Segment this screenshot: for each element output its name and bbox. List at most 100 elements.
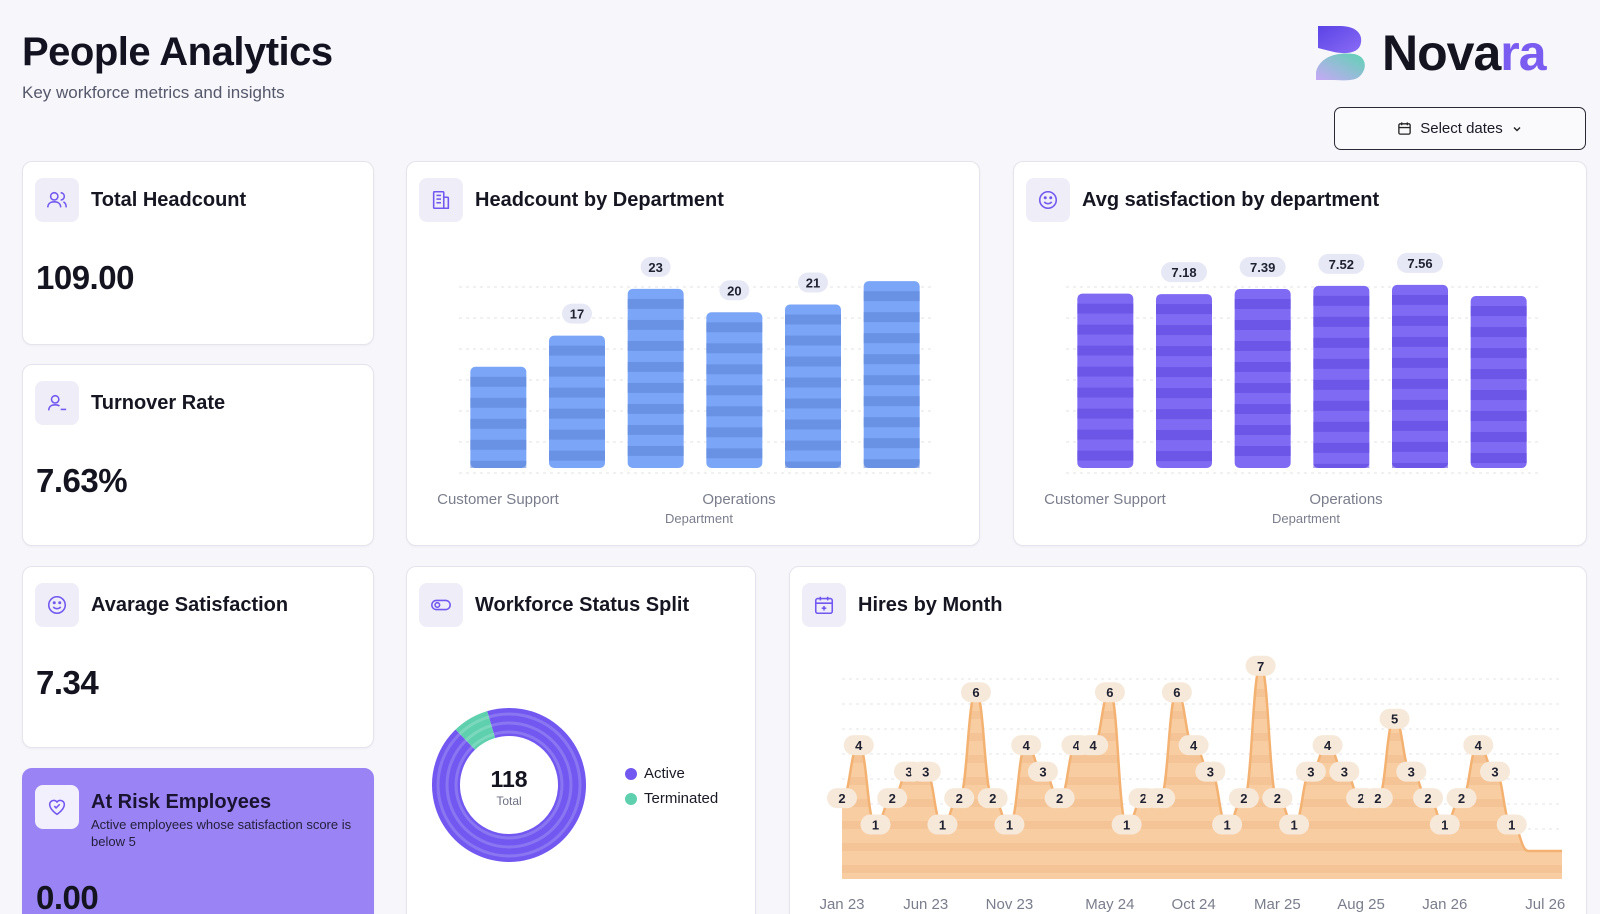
at-risk-employees-card: At Risk Employees Active employees whose… bbox=[22, 768, 374, 914]
data-label: 7 bbox=[1245, 655, 1276, 676]
data-label: 7.56 bbox=[1397, 252, 1443, 273]
card-title: Total Headcount bbox=[91, 189, 247, 211]
satisfaction-by-department-card: Avg satisfaction by department 7.18 7.39 7… bbox=[1013, 161, 1587, 546]
data-label: 3 bbox=[1027, 761, 1058, 782]
svg-text:3: 3 bbox=[1341, 765, 1348, 780]
headcount-bar-chart: 17 23 20 21 Customer Support Operations Dep… bbox=[437, 256, 931, 526]
select-dates-label: Select dates bbox=[1420, 120, 1503, 137]
data-label: 6 bbox=[1094, 682, 1125, 703]
svg-text:2: 2 bbox=[889, 791, 896, 806]
svg-text:3: 3 bbox=[1207, 765, 1214, 780]
svg-text:1: 1 bbox=[1223, 818, 1230, 833]
data-label: 3 bbox=[1396, 761, 1427, 782]
data-label: 23 bbox=[640, 256, 671, 277]
x-tick-label: Jun 23 bbox=[903, 896, 948, 913]
bar[interactable] bbox=[470, 366, 527, 468]
bar[interactable] bbox=[627, 288, 684, 468]
svg-text:1: 1 bbox=[1123, 818, 1130, 833]
data-label: 1 bbox=[860, 814, 891, 835]
data-label: 20 bbox=[719, 280, 750, 301]
users-icon bbox=[35, 178, 79, 222]
svg-text:4: 4 bbox=[1090, 738, 1098, 753]
data-label: 2 bbox=[944, 788, 975, 809]
x-tick-label: Nov 23 bbox=[986, 896, 1034, 913]
area-stripe bbox=[842, 865, 1562, 873]
data-label: 7.18 bbox=[1161, 262, 1207, 283]
turnover-rate-value: 7.63% bbox=[36, 462, 128, 499]
donut-slice-active[interactable] bbox=[432, 708, 586, 862]
x-tick-label: Operations bbox=[1309, 491, 1382, 508]
svg-text:2: 2 bbox=[1157, 791, 1164, 806]
data-label: 5 bbox=[1379, 708, 1410, 729]
calendar-plus-icon bbox=[802, 583, 846, 627]
svg-text:2: 2 bbox=[1240, 791, 1247, 806]
svg-text:21: 21 bbox=[806, 276, 820, 291]
average-satisfaction-card: Avarage Satisfaction 7.34 bbox=[22, 566, 374, 748]
svg-text:1: 1 bbox=[872, 818, 879, 833]
svg-text:7: 7 bbox=[1257, 659, 1264, 674]
data-label: 1 bbox=[1496, 814, 1527, 835]
data-label: 2 bbox=[877, 788, 908, 809]
area-stripe bbox=[842, 843, 1562, 851]
headcount-by-department-card: Headcount by Department 17 23 20 21 Custome… bbox=[406, 161, 980, 546]
data-label: 2 bbox=[1413, 788, 1444, 809]
chart-legend: Active Terminated bbox=[625, 761, 718, 811]
data-label: 2 bbox=[827, 788, 857, 809]
svg-text:2: 2 bbox=[1056, 791, 1063, 806]
x-tick-label: Customer Support bbox=[437, 491, 560, 508]
x-tick-label: Jan 26 bbox=[1422, 896, 1467, 913]
data-label: 2 bbox=[1044, 788, 1075, 809]
heart-icon bbox=[35, 785, 79, 829]
svg-text:4: 4 bbox=[1023, 738, 1031, 753]
legend-item-terminated[interactable]: Terminated bbox=[625, 786, 718, 811]
svg-text:20: 20 bbox=[727, 283, 741, 298]
svg-text:2: 2 bbox=[1458, 791, 1465, 806]
page-title: People Analytics bbox=[22, 30, 333, 74]
svg-text:4: 4 bbox=[1475, 738, 1483, 753]
svg-text:4: 4 bbox=[855, 738, 863, 753]
bar[interactable] bbox=[785, 304, 841, 469]
bar[interactable] bbox=[863, 281, 920, 468]
bar[interactable] bbox=[1234, 288, 1291, 468]
bar[interactable] bbox=[1156, 294, 1212, 468]
data-label: 1 bbox=[1279, 814, 1310, 835]
data-label: 1 bbox=[1429, 814, 1460, 835]
at-risk-value: 0.00 bbox=[36, 879, 99, 914]
bar[interactable] bbox=[1077, 293, 1134, 468]
svg-text:1: 1 bbox=[1441, 818, 1448, 833]
area-stripe bbox=[842, 799, 1562, 807]
card-title: Headcount by Department bbox=[475, 189, 724, 211]
data-label: 2 bbox=[1446, 788, 1477, 809]
donut-slice-terminated[interactable] bbox=[455, 711, 496, 751]
svg-text:7.52: 7.52 bbox=[1329, 257, 1354, 272]
data-label: 21 bbox=[798, 272, 828, 293]
card-title: Hires by Month bbox=[858, 594, 1003, 616]
svg-text:17: 17 bbox=[570, 307, 584, 322]
svg-text:1: 1 bbox=[939, 818, 946, 833]
bar[interactable] bbox=[1313, 285, 1370, 468]
building-icon bbox=[419, 178, 463, 222]
data-label: 1 bbox=[1111, 814, 1142, 835]
smile-icon bbox=[1026, 178, 1070, 222]
svg-text:4: 4 bbox=[1190, 738, 1198, 753]
bar[interactable] bbox=[1392, 284, 1448, 468]
chevron-down-icon bbox=[1513, 126, 1521, 131]
svg-text:3: 3 bbox=[905, 765, 912, 780]
svg-text:3: 3 bbox=[1408, 765, 1415, 780]
select-dates-button[interactable]: Select dates bbox=[1334, 107, 1586, 150]
svg-text:23: 23 bbox=[648, 260, 662, 275]
bar[interactable] bbox=[549, 335, 605, 468]
legend-item-active[interactable]: Active bbox=[625, 761, 718, 786]
bar[interactable] bbox=[706, 312, 763, 468]
donut-center-label: Total bbox=[496, 794, 521, 808]
smile-icon bbox=[35, 583, 79, 627]
workforce-status-card: Workforce Status Split 118 Total Active … bbox=[406, 566, 756, 914]
data-label: 4 bbox=[1178, 735, 1209, 756]
donut-stripe bbox=[436, 712, 582, 858]
svg-text:2: 2 bbox=[1374, 791, 1381, 806]
at-risk-description: Active employees whose satisfaction scor… bbox=[91, 817, 352, 849]
toggle-icon bbox=[419, 583, 463, 627]
bar[interactable] bbox=[1470, 296, 1527, 468]
data-label: 7.52 bbox=[1318, 253, 1365, 274]
data-label: 7.39 bbox=[1239, 256, 1286, 277]
